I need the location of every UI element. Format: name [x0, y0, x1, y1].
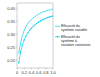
series-point	[47, 17, 48, 18]
series-point	[34, 24, 35, 25]
series-point	[27, 32, 28, 33]
series-point	[18, 62, 19, 63]
series-point	[51, 16, 52, 17]
y-tick	[16, 8, 18, 9]
y-tick-label: 0.30	[7, 32, 16, 37]
y-tick	[16, 60, 18, 61]
x-tick-label: 0.4	[29, 70, 35, 75]
x-tick-label: 0.2	[21, 70, 27, 75]
series-point	[31, 28, 32, 29]
x-tick-label: 0.6	[36, 70, 42, 75]
series-point	[43, 18, 44, 19]
legend-label: Efficacité dusystème àvariation constant…	[61, 35, 90, 47]
series-point	[22, 44, 23, 45]
series-point	[36, 23, 37, 24]
series-point	[33, 26, 34, 27]
series-line	[19, 16, 53, 63]
legend-label: Efficacité dusystème variable	[61, 24, 87, 32]
y-tick-label: 0.35	[7, 19, 16, 24]
legend-marker	[57, 36, 59, 38]
series-point	[29, 30, 30, 31]
y-tick	[16, 47, 18, 48]
series-point	[38, 21, 39, 22]
series-point	[20, 51, 21, 52]
y-tick-label: 0.20	[7, 58, 16, 63]
legend: Efficacité dusystème variable Efficacité …	[55, 24, 90, 46]
chart: 00.20.40.60.81.0 0.20 0.25 0.30 0.35 0.40 Effi…	[0, 0, 100, 77]
x-tick-label: 1.0	[50, 70, 56, 75]
series-point	[25, 35, 26, 36]
series-point	[45, 18, 46, 19]
y-tick	[16, 34, 18, 35]
y-tick	[16, 21, 18, 22]
series-point	[24, 39, 25, 40]
x-tick-label: 0.8	[43, 70, 49, 75]
series-point	[49, 16, 50, 17]
y-tick-label: 0.40	[7, 6, 16, 11]
legend-handle	[55, 26, 60, 27]
series-point	[40, 20, 41, 21]
series-group	[18, 9, 53, 64]
legend-handle	[55, 36, 60, 37]
legend-label-line: système variable	[61, 28, 87, 32]
series-point	[52, 15, 53, 16]
series-point	[42, 19, 43, 20]
y-tick-label: 0.25	[7, 45, 16, 50]
series-line	[19, 9, 53, 54]
legend-label-line: variation constante	[61, 43, 90, 47]
x-tick-label: 0	[16, 70, 19, 75]
plot-frame	[17, 3, 53, 68]
